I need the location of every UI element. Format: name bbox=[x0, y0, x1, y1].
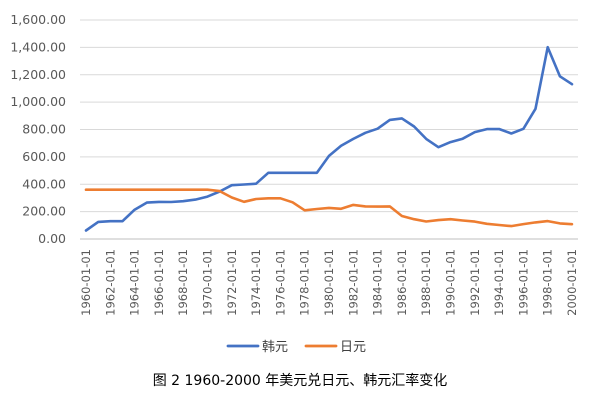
x-tick-label: 2000-01-01 bbox=[565, 249, 579, 316]
x-tick-label: 1990-01-01 bbox=[444, 249, 458, 316]
x-tick-label: 1976-01-01 bbox=[273, 249, 287, 316]
x-tick-label: 1978-01-01 bbox=[298, 249, 312, 316]
axes: 0.00 200.00 400.00 600.00 800.00 1,000.00 1,20… bbox=[10, 12, 579, 316]
series-line-0 bbox=[84, 45, 574, 232]
x-tick-label: 1960-01-01 bbox=[79, 249, 93, 316]
x-tick-label: 1982-01-01 bbox=[346, 249, 360, 316]
x-tick-label: 1988-01-01 bbox=[419, 249, 433, 316]
x-tick-label: 1996-01-01 bbox=[516, 249, 530, 316]
x-tick-label: 1986-01-01 bbox=[395, 249, 409, 316]
y-tick-label: 1,400.00 bbox=[10, 39, 66, 54]
series-line-1 bbox=[84, 188, 574, 228]
x-tick-label: 1966-01-01 bbox=[152, 249, 166, 316]
x-tick-label: 1970-01-01 bbox=[201, 249, 215, 316]
x-tick-label: 1964-01-01 bbox=[128, 249, 142, 316]
y-tick-label: 1,200.00 bbox=[10, 67, 66, 82]
x-tick-label: 1998-01-01 bbox=[541, 249, 555, 316]
y-tick-label: 200.00 bbox=[22, 204, 66, 219]
legend-label: 日元 bbox=[340, 340, 366, 355]
figure-caption: 图 2 1960-2000 年美元兑日元、韩元汇率变化 bbox=[152, 373, 448, 389]
x-tick-label: 1962-01-01 bbox=[103, 249, 117, 316]
x-tick-label: 1980-01-01 bbox=[322, 249, 336, 316]
x-tick-label: 1984-01-01 bbox=[371, 249, 385, 316]
x-tick-label: 1994-01-01 bbox=[492, 249, 506, 316]
y-tick-label: 400.00 bbox=[22, 176, 66, 191]
y-tick-label: 1,000.00 bbox=[10, 94, 66, 109]
x-tick-label: 1968-01-01 bbox=[176, 249, 190, 316]
gridlines bbox=[80, 19, 578, 240]
x-tick-label: 1972-01-01 bbox=[225, 249, 239, 316]
y-tick-label: 600.00 bbox=[22, 149, 66, 164]
y-tick-label: 800.00 bbox=[22, 122, 66, 137]
y-tick-label: 1,600.00 bbox=[10, 12, 66, 27]
x-tick-label: 1992-01-01 bbox=[468, 249, 482, 316]
series-lines bbox=[84, 45, 574, 232]
y-tick-label: 0.00 bbox=[38, 231, 66, 246]
legend-label: 韩元 bbox=[262, 340, 288, 355]
x-tick-label: 1974-01-01 bbox=[249, 249, 263, 316]
legend: 韩元 日元 bbox=[226, 340, 366, 355]
exchange-rate-line-chart: 0.00 200.00 400.00 600.00 800.00 1,000.00 1,20… bbox=[10, 12, 579, 355]
